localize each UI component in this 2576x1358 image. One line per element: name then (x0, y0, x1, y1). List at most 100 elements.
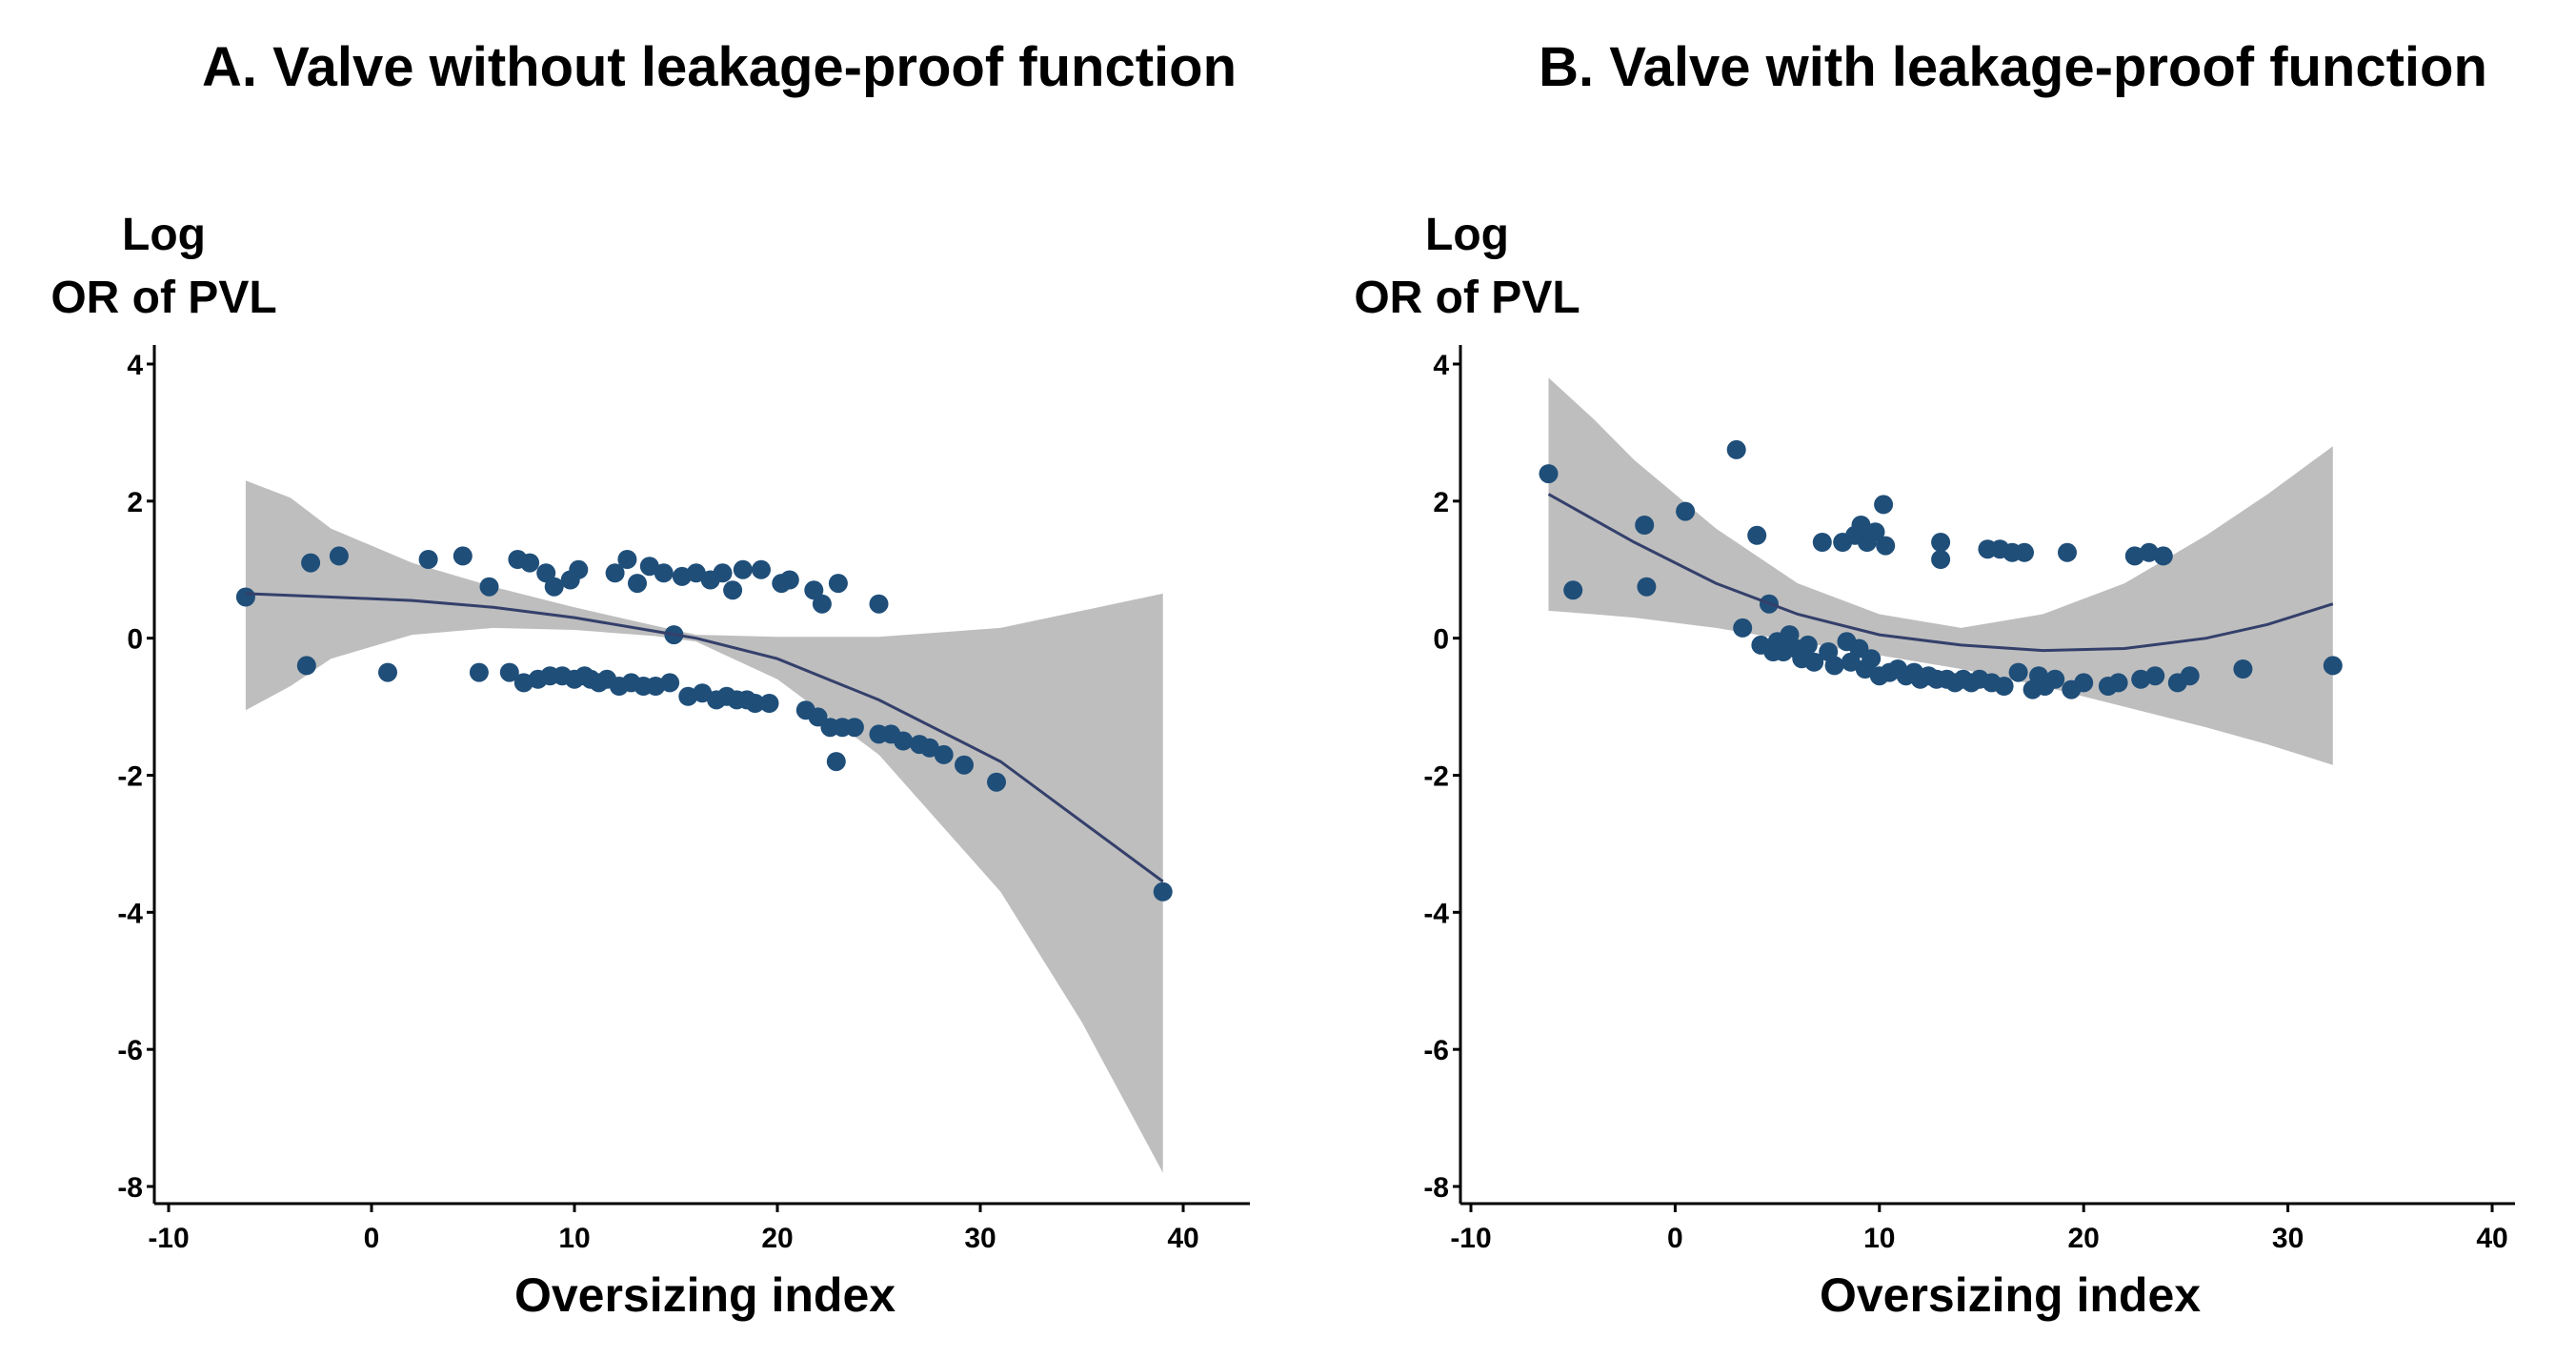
panel-a-point (987, 772, 1006, 792)
panel-b-y-tick-label: 0 (1433, 624, 1449, 656)
panel-b-point (2008, 662, 2028, 682)
panel-a-point (779, 570, 799, 590)
panel-b-point (2058, 542, 2077, 562)
panel-b-x-tick-label: 0 (1667, 1223, 1683, 1254)
panel-a-point (418, 550, 438, 569)
panel-b-x-tick-label: 30 (2272, 1223, 2304, 1254)
panel-a-point (713, 563, 733, 583)
panel-a-point (1153, 882, 1173, 902)
panel-b-point (1563, 580, 1583, 600)
panel-b-x-tick-label: 20 (2068, 1223, 2100, 1254)
panel-a-ci-band (245, 480, 1163, 1173)
panel-a-point (894, 731, 914, 751)
panel-b-fit-line (1547, 493, 2334, 653)
panel-b-x-tick-label: 10 (1863, 1223, 1895, 1254)
panel-b-point (1931, 533, 1951, 552)
panel-b-title: B. Valve with leakage-proof function (1539, 36, 2487, 98)
panel-a-point (479, 577, 499, 597)
panel-b-y-tick-label: 2 (1433, 487, 1449, 518)
panel-b-point (1876, 536, 1896, 556)
panel-a-point (605, 563, 625, 583)
panel-a-x-tick-label: 30 (964, 1223, 996, 1254)
panel-b-y-tick-label: -4 (1423, 898, 1449, 929)
panel-a-point (329, 546, 349, 566)
panel-a-y-tick-label: -2 (117, 761, 143, 793)
panel-b-point (1747, 525, 1767, 545)
panel-b-point (2108, 673, 2128, 693)
panel-a-y-tick-label: -4 (117, 898, 143, 929)
panel-a-point (812, 594, 832, 614)
panel-a-point (469, 662, 489, 682)
panel-b-point (1851, 516, 1871, 535)
panel-b-point (2180, 666, 2200, 686)
panel-a-point (919, 738, 939, 758)
panel-a-point (826, 752, 846, 772)
panel-a-y-tick-label: 0 (127, 624, 143, 656)
panel-a-point (453, 546, 473, 566)
panel-b-point (2145, 666, 2165, 686)
panel-a-point (639, 557, 659, 577)
panel-a-x-tick-label: 40 (1167, 1223, 1198, 1254)
panel-a-title: A. Valve without leakage-proof function (202, 36, 1237, 98)
panel-b-point (2131, 669, 2151, 689)
panel-a-point (745, 694, 765, 713)
panel-b-point (1874, 495, 1894, 515)
panel-b-point (2074, 673, 2094, 693)
panel-a-x-tick-label: 0 (364, 1223, 380, 1254)
panel-b-y-tick-label: 4 (1433, 350, 1449, 381)
panel-b-y-tick-label: -2 (1423, 761, 1449, 793)
panel-a-point (733, 559, 753, 579)
panel-a-ylabel-line2: OR of PVL (50, 273, 276, 323)
panel-b-ylabel-line2: OR of PVL (1354, 273, 1580, 323)
panel-b-ci-band (1548, 377, 2333, 765)
panel-b-point (2153, 546, 2173, 566)
panel-b-point (2015, 542, 2034, 562)
panel-b-x-tick-label: 40 (2476, 1223, 2507, 1254)
panel-a-point (660, 673, 680, 693)
panel-b-point (1637, 577, 1657, 597)
panel-a-point (569, 559, 589, 579)
panel-b-point (1931, 550, 1951, 569)
panel-b-point (1539, 464, 1559, 484)
panel-b-point (2124, 546, 2144, 566)
panel-a-point (617, 550, 637, 569)
panel-b-point (1726, 439, 1746, 459)
panel-b-point (2233, 659, 2253, 679)
panel-a-point (955, 755, 974, 775)
panel-b-point (1635, 516, 1655, 535)
panel-a-plot: 420-2-4-6-8-10 0 10 20 30 40 (117, 345, 1250, 1254)
panel-a-ylabel-line1: Log (122, 210, 206, 260)
panel-a-point (723, 580, 743, 600)
panel-a-point (301, 553, 321, 573)
panel-b-point (1994, 677, 2014, 696)
panel-b-x-tick-label: -10 (1450, 1223, 1491, 1254)
panel-a-point (693, 683, 713, 703)
panel-a-point (828, 574, 848, 594)
panel-b-point (1804, 652, 1824, 672)
panel-b-point (1733, 618, 1753, 638)
panel-a-point (296, 656, 316, 676)
panel-a-point (499, 662, 519, 682)
panel-a-y-tick-label: 4 (127, 350, 143, 381)
panel-a-point (544, 577, 564, 597)
panel-a-point (934, 744, 954, 764)
panel-a-point (869, 594, 889, 614)
panel-b-point (1676, 501, 1696, 521)
panel-a-point (759, 694, 779, 713)
panel-a-point (235, 587, 255, 607)
panel-a-y-tick-label: -8 (117, 1172, 143, 1204)
panel-b-point (1862, 649, 1882, 669)
panel-a-point (686, 563, 706, 583)
panel-a-point (804, 580, 824, 600)
panel-b-ylabel-line1: Log (1425, 210, 1509, 260)
panel-b-point (1812, 533, 1832, 552)
panel-b-plot: 420-2-4-6-8-10 0 10 20 30 40 (1423, 345, 2515, 1254)
panel-a: A. Valve without leakage-proof function … (50, 36, 1250, 1322)
panel-b-point (2045, 669, 2065, 689)
panel-a-point (628, 574, 647, 594)
panel-b-xlabel: Oversizing index (1820, 1268, 2201, 1322)
panel-b: B. Valve with leakage-proof function Log… (1354, 36, 2515, 1322)
panel-a-point (536, 563, 556, 583)
panel-a-fit-line (245, 592, 1164, 883)
